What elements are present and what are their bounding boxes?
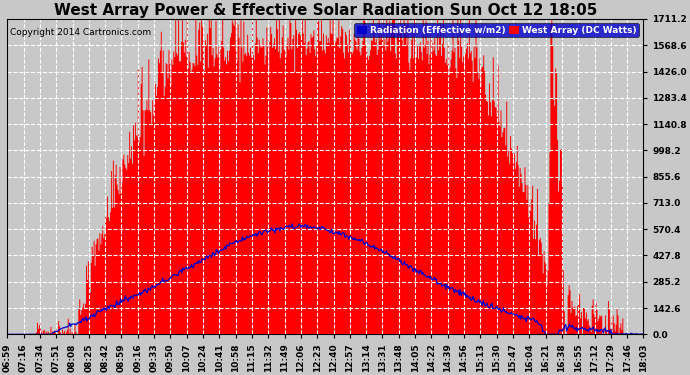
Title: West Array Power & Effective Solar Radiation Sun Oct 12 18:05: West Array Power & Effective Solar Radia… (54, 3, 597, 18)
Legend: Radiation (Effective w/m2), West Array (DC Watts): Radiation (Effective w/m2), West Array (… (355, 24, 639, 37)
Text: Copyright 2014 Cartronics.com: Copyright 2014 Cartronics.com (10, 28, 152, 38)
